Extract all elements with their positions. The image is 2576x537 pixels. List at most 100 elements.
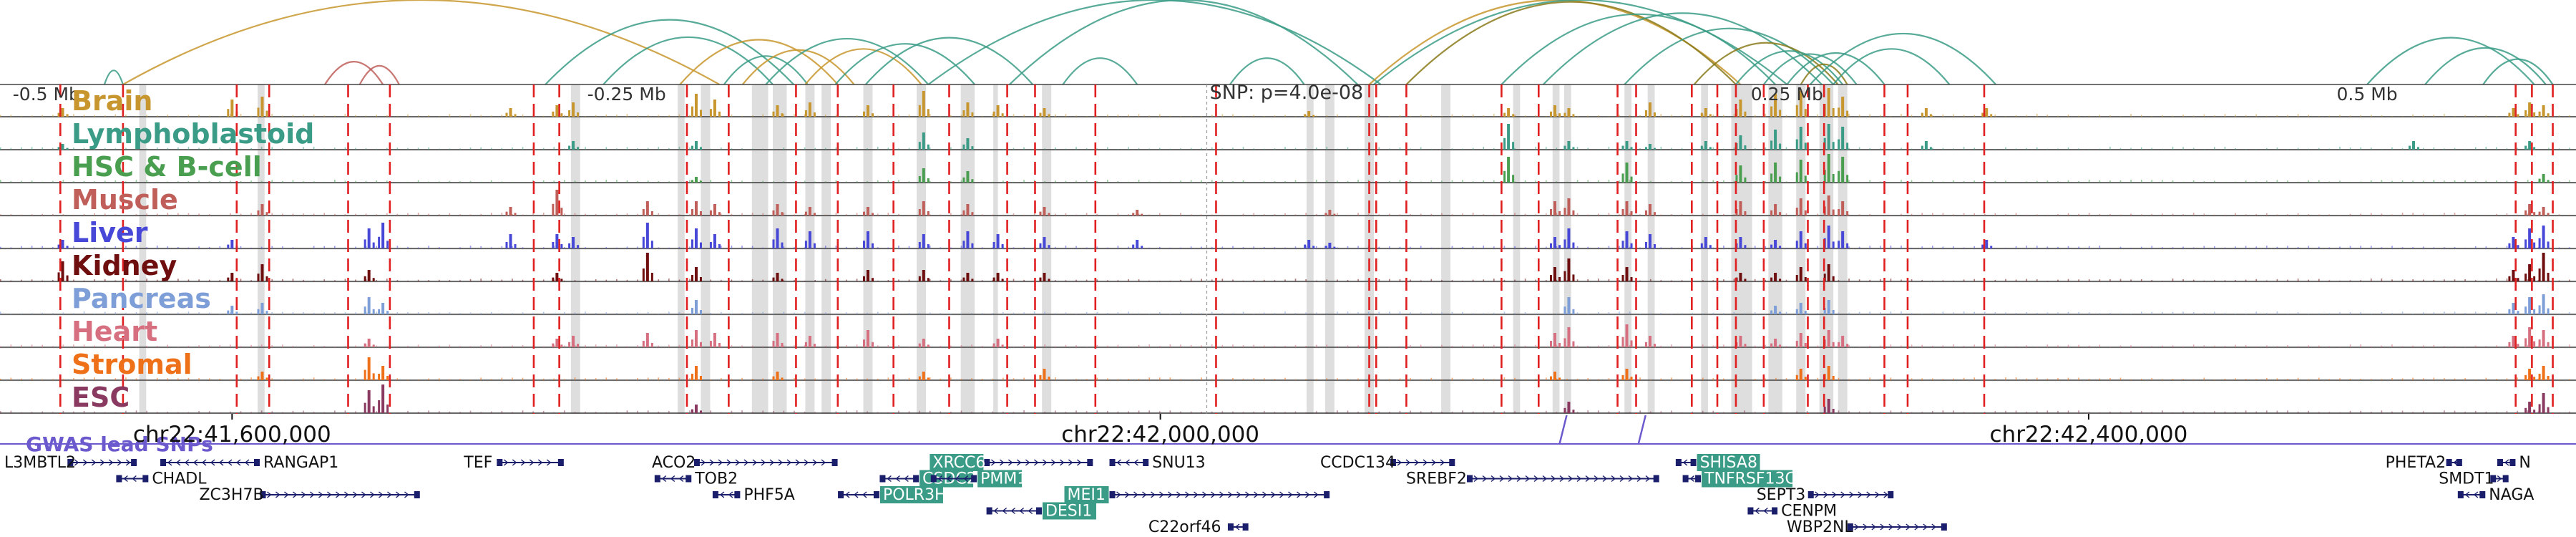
noise-peak: [542, 410, 545, 413]
noise-peak: [376, 148, 378, 150]
noise-peak: [1410, 213, 1411, 216]
noise-peak: [355, 246, 356, 248]
noise-peak: [292, 312, 294, 314]
noise-peak: [1242, 345, 1244, 347]
noise-peak: [1942, 147, 1944, 150]
noise-peak: [1462, 115, 1463, 117]
noise-peak: [1597, 247, 1599, 248]
signal-peak: [57, 112, 60, 117]
noise-peak: [751, 115, 753, 117]
signal-peak: [691, 374, 693, 380]
noise-peak: [1524, 180, 1526, 183]
signal-peak: [1621, 275, 1624, 281]
gene-strand-arrow: [1858, 491, 1863, 498]
noise-peak: [2162, 148, 2163, 150]
noise-peak: [2370, 379, 2372, 380]
noise-peak: [1315, 312, 1317, 314]
gwas-snp-marker: [1637, 415, 1646, 445]
noise-peak: [2339, 246, 2341, 248]
noise-peak: [1441, 148, 1443, 150]
signal-peak: [694, 141, 698, 150]
loop-arc: [2424, 47, 2547, 85]
signal-peak: [1549, 111, 1552, 117]
signal-peak: [966, 171, 970, 183]
signal-peak: [2528, 369, 2532, 380]
signal-peak: [2512, 336, 2515, 347]
noise-peak: [260, 180, 263, 183]
signal-peak: [1739, 165, 1742, 183]
signal-peak: [1770, 173, 1773, 183]
noise-peak: [950, 411, 952, 413]
noise-peak: [230, 280, 231, 281]
noise-peak: [542, 180, 545, 183]
noise-peak: [1587, 345, 1589, 347]
noise-peak: [10, 115, 12, 117]
noise-peak: [1326, 378, 1328, 380]
track-label: Pancreas: [72, 283, 211, 314]
signal-peak: [781, 242, 784, 248]
noise-peak: [2349, 213, 2351, 216]
signal-peak: [2524, 338, 2527, 347]
signal-peak: [642, 209, 645, 216]
noise-peak: [595, 115, 597, 117]
noise-peak: [1765, 412, 1767, 413]
noise-peak: [2318, 214, 2320, 216]
signal-peak: [509, 207, 512, 216]
signal-peak: [1827, 399, 1830, 413]
signal-peak: [1823, 170, 1826, 183]
signal-peak: [694, 330, 698, 347]
signal-peak: [2533, 276, 2536, 281]
gene-label: ACO2: [652, 454, 696, 472]
signal-peak: [568, 145, 571, 150]
signal-peak: [922, 201, 925, 216]
noise-peak: [2067, 311, 2069, 314]
noise-peak: [449, 114, 451, 117]
signal-peak: [1553, 333, 1556, 347]
noise-peak: [1337, 346, 1338, 347]
signal-peak: [992, 343, 995, 347]
signal-peak: [2524, 239, 2527, 248]
signal-peak: [1039, 277, 1042, 281]
signal-peak: [1567, 402, 1571, 413]
noise-peak: [1441, 180, 1443, 183]
noise-peak: [323, 412, 326, 413]
noise-peak: [1587, 378, 1589, 380]
noise-peak: [908, 147, 910, 150]
signal-peak: [66, 275, 69, 281]
noise-peak: [668, 344, 670, 347]
signal-peak: [1507, 124, 1511, 150]
noise-peak: [396, 115, 399, 117]
noise-peak: [1242, 412, 1244, 413]
noise-peak: [260, 410, 263, 413]
noise-peak: [1994, 411, 1996, 413]
signal-peak: [1549, 376, 1552, 380]
noise-peak: [1880, 115, 1881, 117]
noise-peak: [2485, 180, 2487, 183]
noise-peak: [1546, 147, 1547, 150]
noise-peak: [626, 213, 628, 216]
noise-peak: [1190, 313, 1192, 314]
noise-peak: [783, 280, 785, 281]
signal-peak: [1132, 213, 1135, 216]
noise-peak: [21, 246, 22, 248]
noise-peak: [438, 214, 440, 216]
noise-peak: [1221, 114, 1224, 117]
noise-peak: [1180, 213, 1181, 216]
noise-peak: [1347, 214, 1349, 216]
signal-peak: [2408, 145, 2411, 150]
noise-peak: [1744, 410, 1745, 413]
noise-peak: [2537, 181, 2540, 183]
noise-peak: [1085, 213, 1088, 216]
signal-peak: [691, 180, 693, 183]
noise-peak: [2381, 115, 2383, 117]
noise-peak: [1733, 312, 1735, 314]
signal-peak: [808, 102, 811, 117]
noise-peak: [1305, 312, 1307, 314]
noise-peak: [929, 246, 931, 248]
noise-peak: [1337, 148, 1338, 150]
noise-peak: [1159, 411, 1161, 413]
noise-peak: [10, 214, 12, 216]
gene-strand-arrow: [1423, 459, 1428, 466]
noise-peak: [2224, 114, 2226, 117]
